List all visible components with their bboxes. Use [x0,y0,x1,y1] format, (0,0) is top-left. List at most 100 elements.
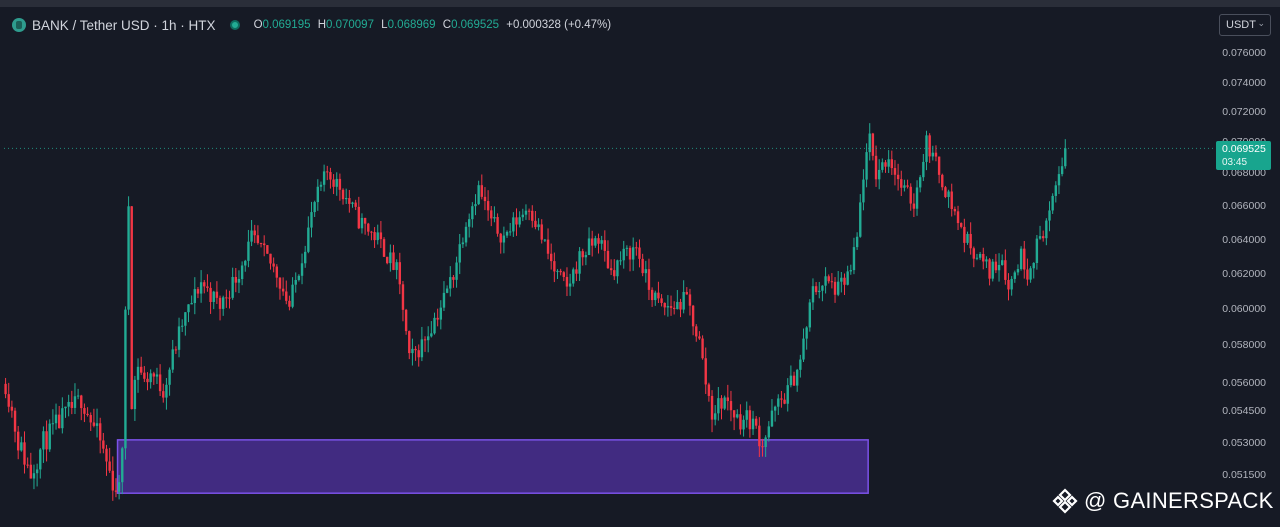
candle-body [808,302,812,328]
candle-body [430,333,433,337]
candle-body [1032,262,1035,269]
last-price-tag: 0.069525 03:45 [1216,141,1271,170]
candle-body [262,243,266,246]
candle-body [534,220,537,228]
candle-body [92,422,96,426]
candle-body [376,232,379,241]
currency-select[interactable]: USDT ⌄ [1219,14,1271,36]
candle-body [133,379,137,410]
candle-body [1054,185,1058,196]
candle-body [177,326,181,350]
candle-body [218,297,222,309]
candle-body [162,391,165,398]
candle-body [729,401,733,411]
candle-body [212,291,215,302]
candle-body [332,179,335,187]
candle-body [111,470,115,491]
candle-body [972,248,976,259]
candle-body [524,210,528,215]
candle-body [622,248,625,261]
candle-body [818,290,821,293]
candle-body [83,408,86,414]
y-tick-label: 0.068000 [1222,167,1266,179]
candle-body [193,289,197,304]
candle-body [149,373,152,383]
candle-body [203,282,206,287]
candle-body [713,413,717,420]
candle-body [23,442,26,465]
chevron-down-icon: ⌄ [1257,18,1265,28]
candle-body [259,242,263,244]
candle-body [691,305,695,327]
candle-body [985,259,988,262]
candle-body [814,286,818,293]
candle-body [382,239,386,257]
y-tick-label: 0.062000 [1222,268,1266,280]
candle-body [609,268,613,271]
symbol-title[interactable]: BANK / Tether USD · 1h · HTX [32,17,216,33]
candle-body [584,255,588,258]
candle-body [310,212,313,228]
y-tick-label: 0.060000 [1222,303,1266,315]
candle-body [751,418,755,430]
candle-body [679,301,682,310]
candle-body [527,210,531,212]
candle-body [783,399,786,404]
candle-body [121,448,124,483]
candle-body [300,263,304,276]
candle-body [1029,268,1032,280]
candle-body [647,269,651,290]
candle-body [871,133,875,156]
candle-body [206,286,209,288]
candle-body [682,291,685,310]
candle-body [505,231,509,236]
candle-body [436,317,439,320]
candle-body [143,372,146,379]
candle-body [742,419,745,430]
candle-body [367,223,370,232]
candle-body [228,297,231,299]
candle-body [922,161,925,178]
candle-body [521,214,525,218]
candle-body [155,374,159,377]
candle-body [732,410,736,418]
candle-body [723,397,726,409]
candle-body [641,258,644,274]
candle-body [281,288,285,292]
candle-body [855,236,859,248]
y-tick-label: 0.053000 [1222,437,1266,449]
candle-body [884,162,887,167]
candle-body [941,174,944,188]
candle-body [461,242,465,245]
candle-body [10,406,14,411]
candle-body [417,350,420,358]
candle-body [401,284,405,310]
candle-body [874,155,878,180]
candle-body [881,162,884,170]
y-tick-label: 0.056000 [1222,377,1266,389]
market-status-icon[interactable] [229,20,240,30]
candle-body [780,398,783,400]
candle-body [707,384,711,396]
candle-body [912,203,916,209]
candle-body [471,206,474,220]
low-label: L [381,19,388,31]
candle-body [950,191,953,210]
candle-body [890,159,894,169]
candle-body [455,262,458,280]
candle-body [420,339,424,358]
candle-body [587,238,591,256]
candle-body [329,172,332,180]
candle-body [925,135,928,162]
y-tick-label: 0.051500 [1222,469,1266,481]
candle-body [903,185,906,188]
candle-body [244,260,247,266]
candle-body [956,211,960,224]
candle-body [959,223,963,227]
candle-body [13,410,17,432]
candle-body [758,425,761,447]
candle-body [1004,260,1007,280]
candle-body [770,410,774,427]
candle-body [16,431,20,451]
